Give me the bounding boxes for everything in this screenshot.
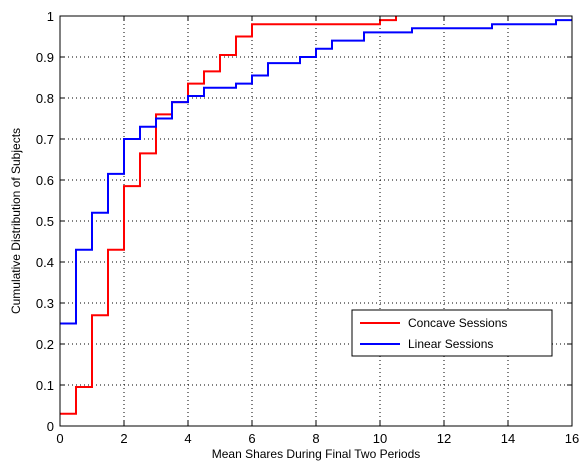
- tick-layer: 0 2 4 6 8 10 12 14 16 0 0.1 0.2 0.3 0.4 0.5 0.6 0.7 0.8 0.…: [36, 9, 579, 446]
- axis-title-layer: Mean Shares During Final Two Periods Cum…: [9, 128, 420, 461]
- legend-label-concave: Concave Sessions: [408, 316, 507, 330]
- y-tick-label: 0.6: [36, 173, 54, 188]
- x-tick-label: 12: [437, 431, 451, 446]
- y-axis-title: Cumulative Distribution of Subjects: [9, 128, 23, 314]
- x-tick-label: 4: [184, 431, 191, 446]
- grid-layer: [60, 16, 572, 426]
- series-layer: [60, 16, 572, 415]
- x-tick-label: 8: [312, 431, 319, 446]
- y-tick-label: 0.2: [36, 337, 54, 352]
- x-tick-label: 14: [501, 431, 515, 446]
- legend-label-linear: Linear Sessions: [408, 337, 493, 351]
- y-tick-label: 0.9: [36, 50, 54, 65]
- series-line-linear: [60, 19, 572, 325]
- legend-box: [351, 309, 553, 357]
- y-tick-label: 0.4: [36, 255, 54, 270]
- y-tick-label: 0.3: [36, 296, 54, 311]
- x-axis-title: Mean Shares During Final Two Periods: [212, 447, 421, 461]
- x-tick-label: 16: [565, 431, 579, 446]
- y-tick-label: 1: [47, 9, 54, 24]
- y-tick-label: 0.5: [36, 214, 54, 229]
- y-tick-label: 0: [47, 419, 54, 434]
- y-tick-label: 0.8: [36, 91, 54, 106]
- x-tick-label: 10: [373, 431, 387, 446]
- x-tick-label: 2: [120, 431, 127, 446]
- x-tick-label: 6: [248, 431, 255, 446]
- y-tick-label: 0.7: [36, 132, 54, 147]
- y-tick-label: 0.1: [36, 378, 54, 393]
- x-tick-label: 0: [56, 431, 63, 446]
- legend: Concave Sessions Linear Sessions: [351, 309, 553, 357]
